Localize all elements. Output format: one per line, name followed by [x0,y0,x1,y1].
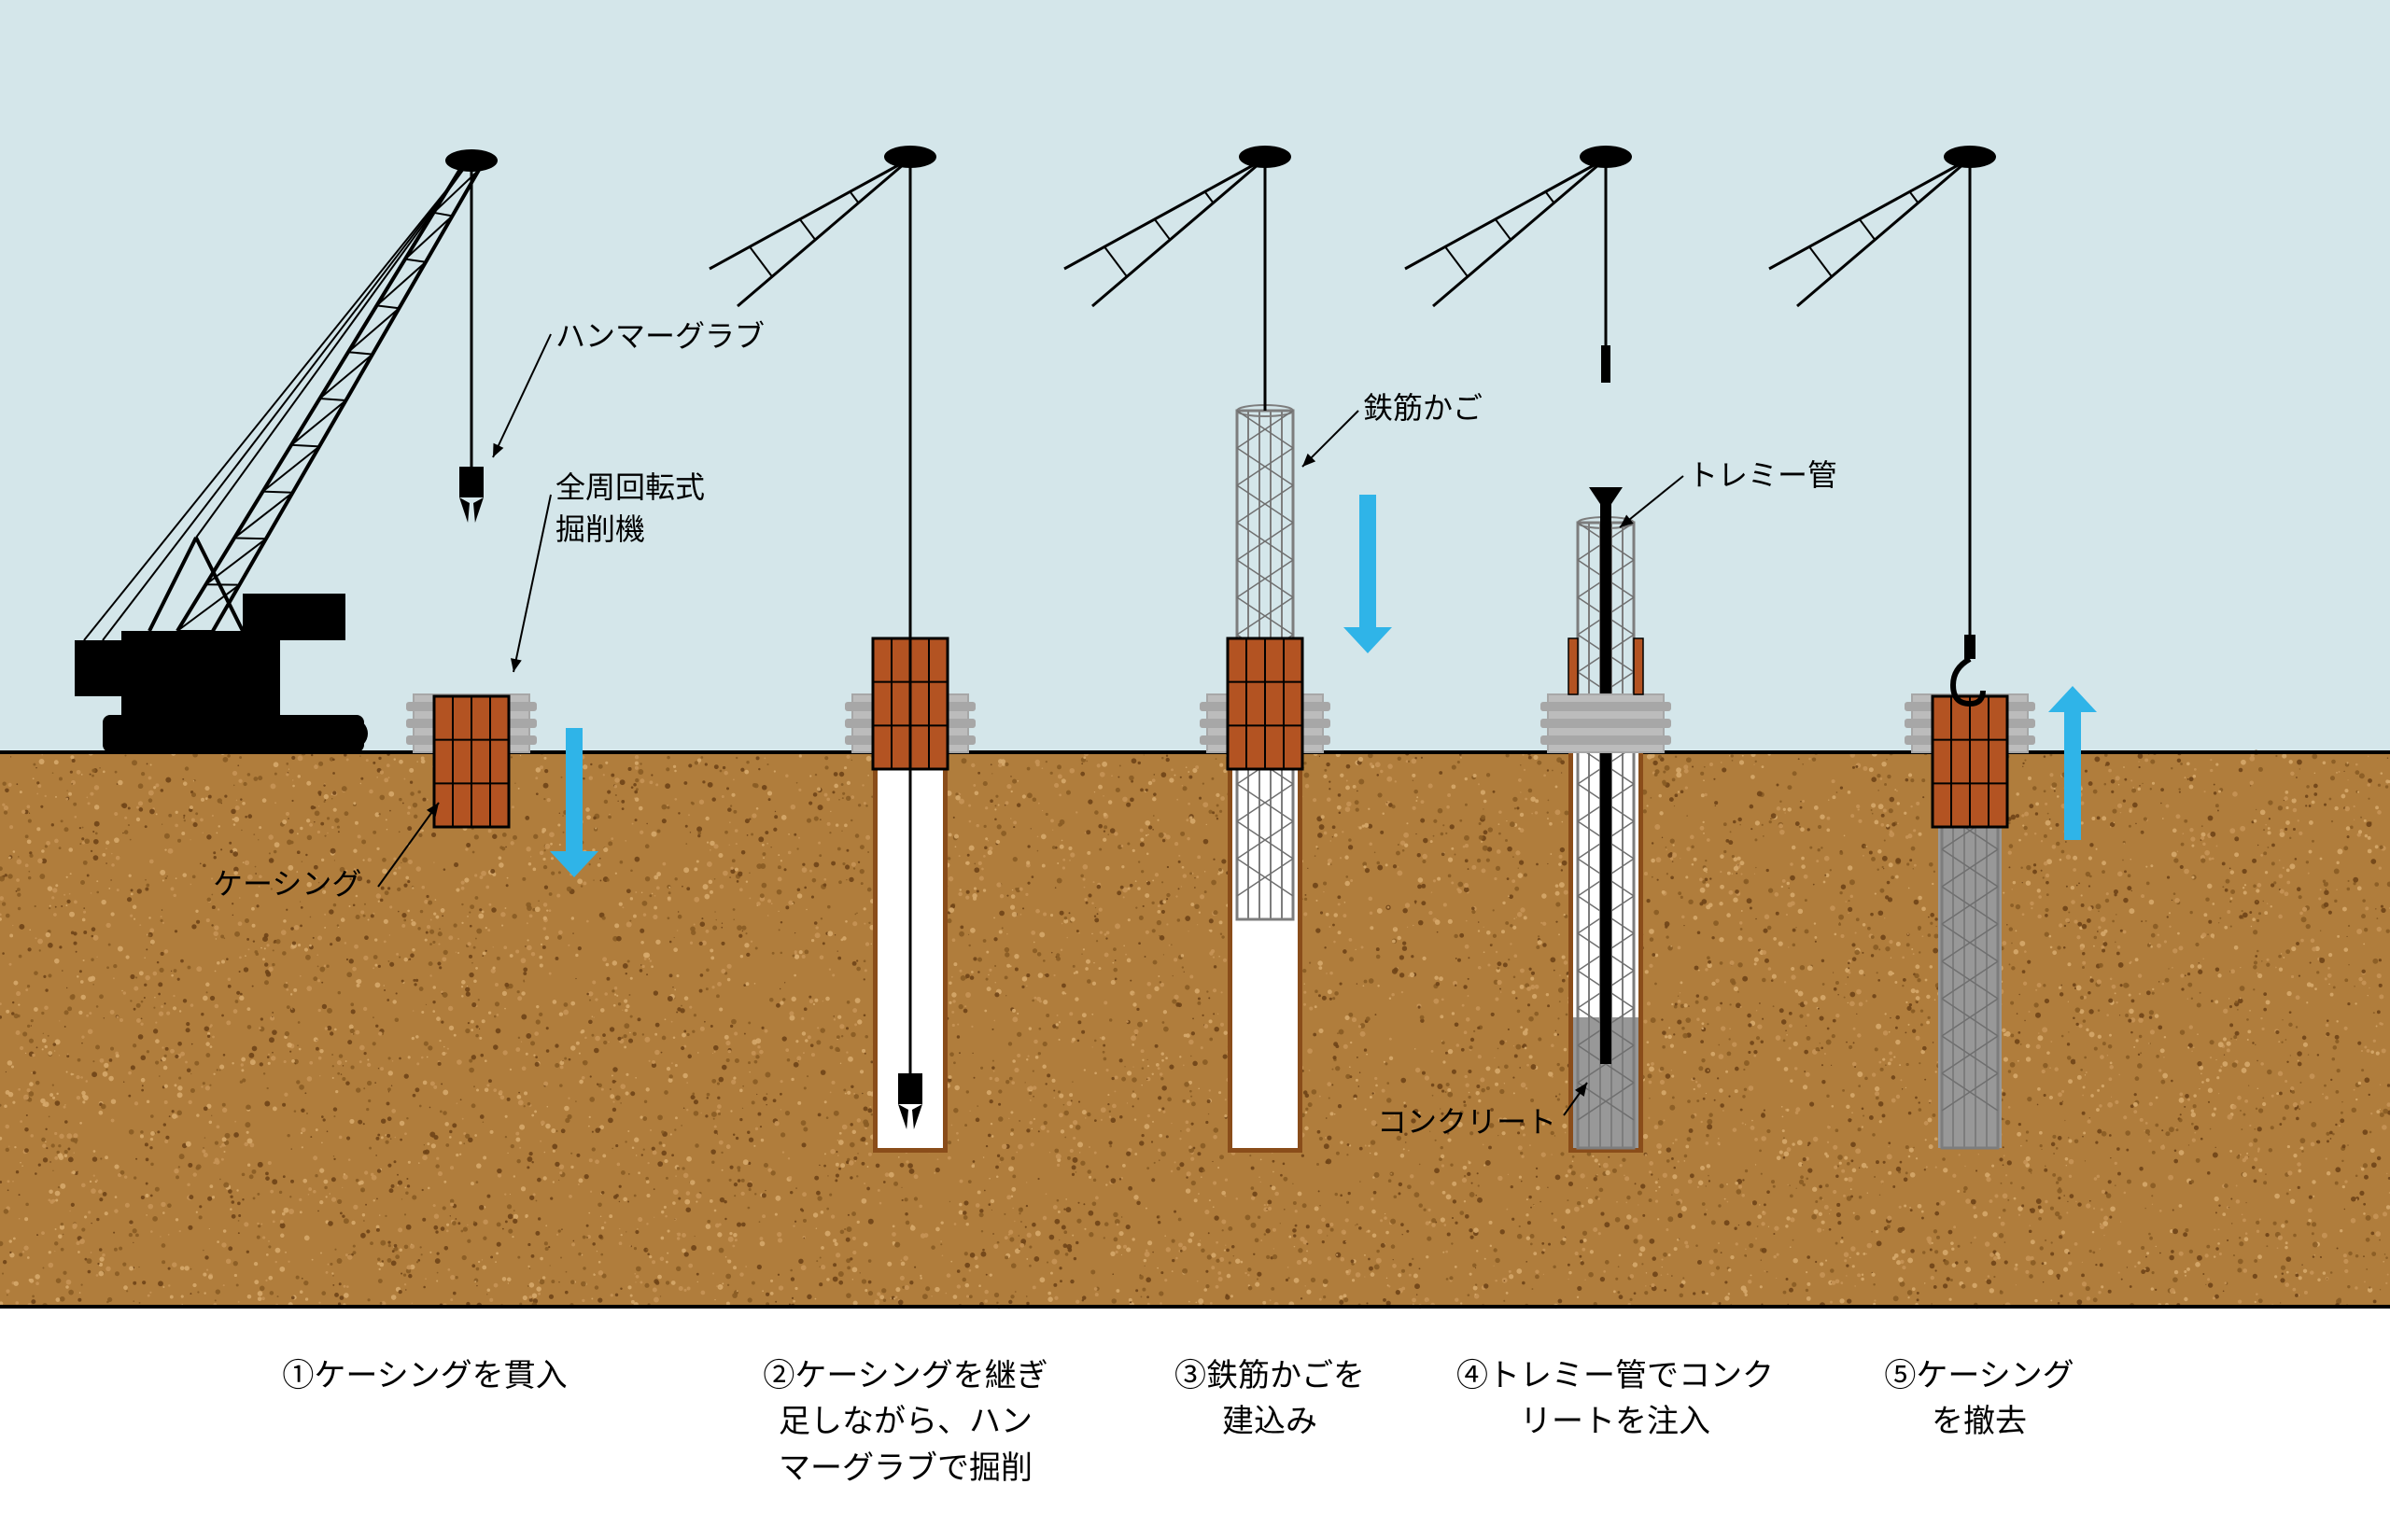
annotation-label: ケーシング [213,863,361,905]
step-caption: ③鉄筋かごを 建込み [1120,1353,1419,1446]
pulley-icon [1580,146,1632,168]
pile-construction-diagram [0,0,2390,1540]
step-caption: ②ケーシングを継ぎ 足しながら、ハン マーグラブで掘削 [710,1353,1102,1491]
pulley-icon [1239,146,1291,168]
annotation-label: ハンマーグラブ [555,315,765,357]
pulley-icon [884,146,936,168]
pulley-icon [1944,146,1996,168]
weight-icon [1601,345,1610,383]
annotation-label: 鉄筋かご [1363,387,1483,429]
step-caption: ⑤ケーシング を撤去 [1858,1353,2101,1446]
annotation-label: 全周回転式 掘削機 [555,467,705,551]
pulley-icon [445,149,498,172]
step-caption: ①ケーシングを貫入 [243,1353,607,1399]
annotation-label: トレミー管 [1688,455,1837,497]
annotation-label: コンクリート [1377,1101,1556,1143]
step-caption: ④トレミー管でコンク リートを注入 [1433,1353,1797,1446]
